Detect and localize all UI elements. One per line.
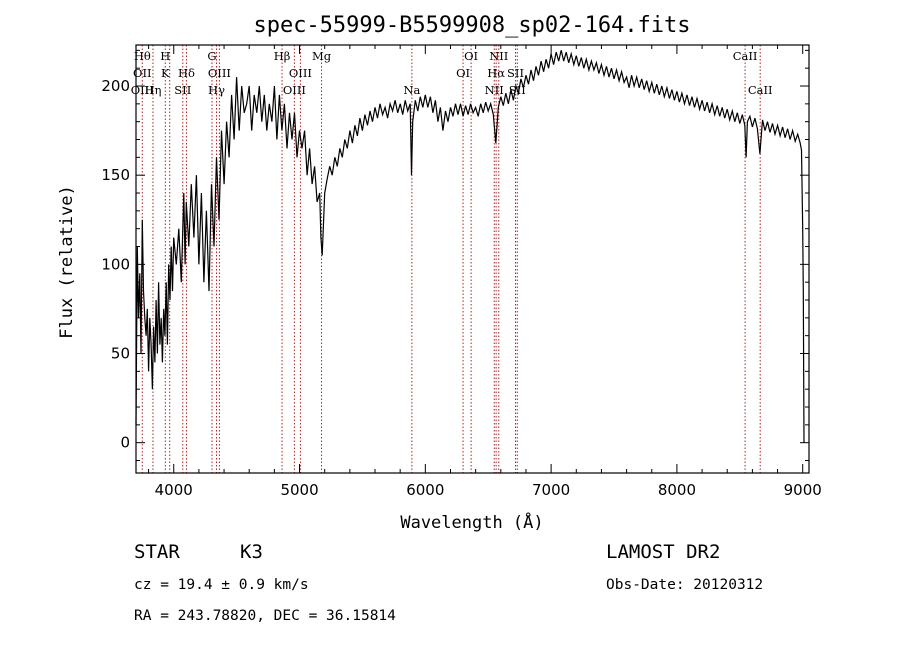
line-label-17-0: Hα (487, 66, 505, 80)
y-axis-label: Flux (relative) (57, 185, 77, 339)
line-label-21-0: CaII (733, 49, 758, 63)
x-tick-label-5: 9000 (784, 481, 822, 499)
coordinates: RA = 243.78820, DEC = 36.15814 (134, 608, 396, 624)
spectrum-line (135, 50, 805, 443)
line-label-18-0: NII (489, 49, 508, 63)
y-tick-label-3: 150 (101, 166, 130, 184)
chart-title: spec-55999-B5599908_sp02-164.fits (253, 13, 690, 38)
x-tick-label-3: 7000 (532, 481, 570, 499)
emission-line-labels: HθOIIOIIIHηHKSIIHδGHγOIIIHβOIIIOIIIMgNaO… (131, 49, 773, 97)
line-label-4-0: SII (174, 83, 191, 97)
line-label-9-0: Hβ (274, 49, 291, 63)
line-label-15-0: OI (464, 49, 478, 63)
y-tick-label-2: 100 (101, 255, 130, 273)
line-label-1-0: Hη (145, 83, 162, 97)
x-axis-ticks: 4000 5000 6000 7000 8000 9000 (148, 45, 822, 499)
line-label-0-1: OII (133, 66, 152, 80)
line-label-5-0: Hδ (178, 66, 195, 80)
plot-frame (135, 44, 810, 474)
line-label-13-0: Na (403, 83, 420, 97)
line-label-0-0: Hθ (134, 49, 151, 63)
obs-date: Obs-Date: 20120312 (606, 577, 763, 593)
emission-line-markers (141, 45, 761, 473)
line-label-14-0: OI (456, 66, 470, 80)
line-label-10-0: OIII (283, 83, 306, 97)
line-label-2-0: H (160, 49, 170, 63)
x-tick-label-0: 4000 (155, 481, 193, 499)
y-tick-label-1: 50 (111, 345, 130, 363)
y-tick-label-0: 0 (120, 434, 130, 452)
redshift-readout: cz = 19.4 ± 0.9 km/s (134, 577, 309, 593)
line-label-11-0: OIII (289, 66, 312, 80)
line-label-22-0: CaII (748, 83, 773, 97)
line-label-12-0: Mg (312, 49, 332, 63)
line-label-8-0: OIII (208, 66, 231, 80)
survey-name: LAMOST DR2 (606, 541, 720, 563)
line-label-16-0: NII (485, 83, 504, 97)
line-label-19-0: SII (507, 66, 524, 80)
line-label-2-1: K (161, 66, 170, 80)
object-subclass: K3 (240, 541, 263, 563)
y-tick-label-4: 200 (101, 77, 130, 95)
x-tick-label-2: 6000 (406, 481, 444, 499)
object-class: STAR (134, 541, 180, 563)
x-tick-label-1: 5000 (280, 481, 318, 499)
line-label-6-0: G (207, 49, 216, 63)
y-axis-ticks: 0 50 100 150 200 (101, 49, 809, 462)
x-tick-label-4: 8000 (658, 481, 696, 499)
line-label-7-0: Hγ (208, 83, 225, 97)
x-axis-label: Wavelength (Å) (400, 511, 543, 533)
